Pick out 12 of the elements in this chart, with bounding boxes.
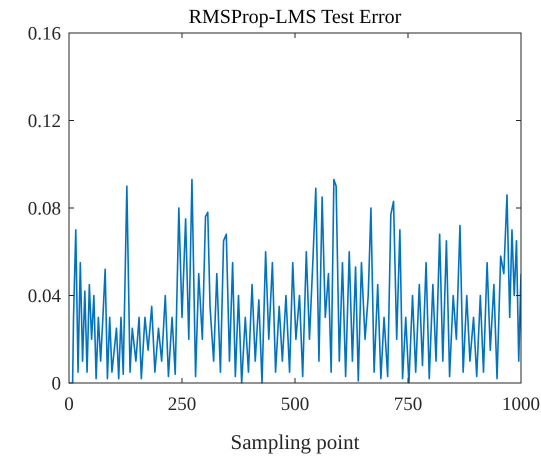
- y-tick-label: 0.08: [28, 198, 61, 220]
- line-series: [69, 178, 521, 384]
- x-tick-label: 1000: [502, 394, 540, 415]
- y-tick-label: 0.04: [28, 286, 62, 308]
- y-tick-label: 0: [52, 374, 61, 395]
- x-tick-label: 250: [168, 394, 196, 415]
- x-axis-title: Sampling point: [230, 430, 360, 454]
- x-tick-label: 500: [280, 394, 310, 415]
- x-tick-label: 750: [394, 394, 422, 415]
- y-tick-label: 0.12: [28, 111, 61, 132]
- chart-title: RMSProp-LMS Test Error: [188, 6, 402, 28]
- y-tick-label: 0.16: [28, 24, 61, 45]
